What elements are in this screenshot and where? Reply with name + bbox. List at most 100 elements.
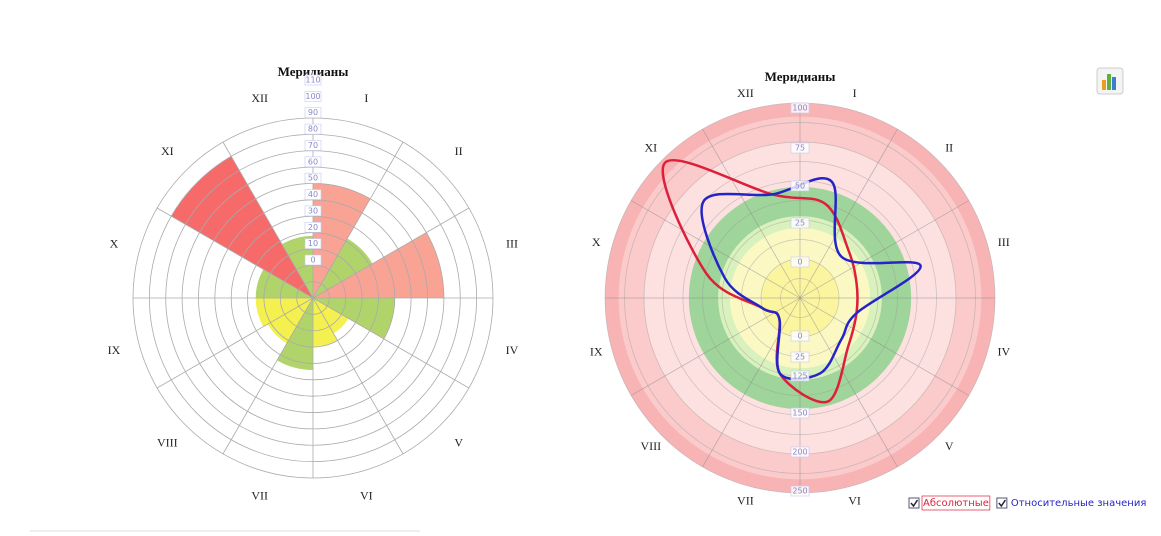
- tick-box: [304, 107, 322, 119]
- tick-box: [790, 370, 810, 382]
- sector: [171, 156, 313, 298]
- category-label: V: [454, 435, 463, 449]
- category-label: VII: [737, 494, 754, 508]
- r-tick-label: 60: [308, 157, 318, 166]
- spoke: [630, 297, 801, 396]
- tick-box: [304, 91, 322, 102]
- category-label: IX: [590, 344, 603, 358]
- spoke: [799, 297, 898, 468]
- category-label: III: [506, 236, 518, 250]
- r-tick-label: 110: [305, 76, 320, 85]
- sector: [313, 298, 338, 348]
- r-tick-label: 0: [310, 256, 315, 265]
- tick-box: [304, 140, 322, 151]
- tick-box: [790, 330, 810, 342]
- checkmark: [910, 499, 919, 508]
- category-label: IX: [108, 343, 121, 357]
- r-tick-label: 25: [795, 353, 805, 362]
- chart-icon[interactable]: [1096, 67, 1124, 95]
- tick-box: [790, 256, 810, 268]
- r-tick-label: 50: [795, 182, 805, 191]
- spoke: [312, 297, 404, 455]
- spoke: [630, 200, 801, 299]
- tick-box: [790, 102, 810, 114]
- chart-title: Меридианы: [278, 64, 349, 79]
- r-tick-label: 25: [795, 219, 805, 228]
- tick-box: [304, 156, 322, 168]
- category-label: XI: [644, 141, 657, 155]
- legend-item[interactable]: Абсолютные: [908, 495, 991, 511]
- r-tick-label: 0: [797, 258, 802, 267]
- sector: [281, 235, 313, 298]
- spoke: [312, 297, 470, 389]
- sector: [313, 183, 371, 298]
- sector: [255, 298, 313, 327]
- tick-box: [304, 238, 322, 249]
- category-label: V: [945, 439, 954, 453]
- category-label: VIII: [640, 439, 661, 453]
- sector: [313, 238, 373, 298]
- sector: [313, 232, 444, 298]
- tick-box: [304, 189, 322, 200]
- category-label: I: [853, 86, 857, 100]
- tick-box: [304, 172, 322, 184]
- category-label: VI: [360, 489, 373, 503]
- category-label: XI: [161, 144, 174, 158]
- spoke: [799, 200, 970, 299]
- r-tick-label: 125: [792, 372, 807, 381]
- tick-box: [790, 142, 810, 154]
- category-label: X: [110, 236, 119, 250]
- r-tick-label: 40: [308, 190, 318, 199]
- spoke: [312, 141, 404, 299]
- category-label: IV: [997, 344, 1010, 358]
- spoke: [222, 297, 314, 455]
- category-label: IV: [506, 343, 519, 357]
- sector: [313, 298, 349, 334]
- category-label: VIII: [157, 435, 178, 449]
- checkbox: [996, 497, 1008, 509]
- category-label: I: [364, 91, 368, 105]
- sector: [255, 269, 313, 298]
- tick-box: [304, 205, 322, 217]
- r-tick-label: 100: [792, 104, 807, 113]
- r-tick-label: 20: [308, 223, 318, 232]
- spoke: [156, 207, 314, 299]
- category-label: VI: [848, 494, 861, 508]
- legend-item[interactable]: Относительные значения: [996, 497, 1146, 509]
- tick-box: [304, 221, 322, 233]
- r-tick-label: 100: [305, 92, 320, 101]
- r-tick-label: 200: [792, 448, 807, 457]
- tick-box: [790, 217, 810, 229]
- sector: [313, 298, 395, 339]
- focus-outline: [921, 495, 991, 511]
- category-label: II: [455, 144, 463, 158]
- tick-box: [790, 446, 810, 458]
- tick-box: [790, 485, 810, 497]
- r-tick-label: 75: [795, 144, 805, 153]
- tick-box: [790, 351, 810, 363]
- category-label: XII: [737, 86, 754, 100]
- r-tick-label: 10: [308, 239, 318, 248]
- spoke: [799, 128, 898, 299]
- tick-box: [304, 123, 322, 135]
- legend-label: Относительные значения: [1011, 498, 1146, 509]
- r-tick-label: 30: [308, 206, 318, 215]
- checkbox: [908, 497, 920, 509]
- r-tick-label: 80: [308, 125, 318, 134]
- category-label: VII: [251, 489, 268, 503]
- category-label: X: [592, 235, 601, 249]
- category-label: II: [945, 141, 953, 155]
- spoke: [312, 207, 470, 299]
- tick-box: [304, 74, 322, 86]
- spoke: [702, 128, 801, 299]
- checkmark: [998, 499, 1006, 508]
- sector: [277, 298, 313, 370]
- tick-box: [790, 407, 810, 419]
- tick-box: [304, 254, 322, 266]
- r-tick-label: 250: [792, 487, 807, 496]
- tick-box: [790, 180, 810, 192]
- r-tick-label: 0: [797, 332, 802, 341]
- spoke: [156, 297, 314, 389]
- series-line: [700, 177, 922, 381]
